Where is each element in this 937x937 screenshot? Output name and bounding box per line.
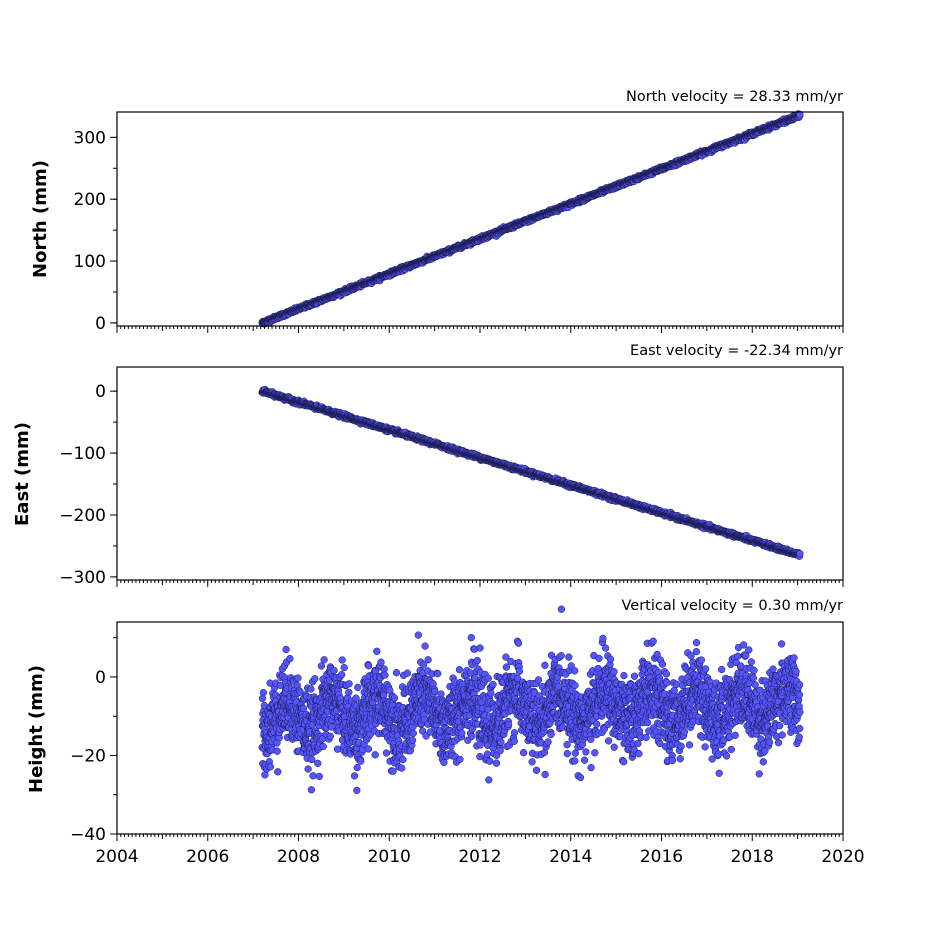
north-series — [258, 110, 804, 328]
east-y-axis-label: East (mm) — [12, 422, 33, 526]
north-y-tick-label: 100 — [74, 252, 106, 272]
north-velocity-title: North velocity = 28.33 mm/yr — [626, 89, 843, 105]
north-y-axis-label: North (mm) — [30, 160, 51, 278]
north-y-tick-label: 200 — [74, 190, 106, 210]
north-axes: 0 100 200 300 — [74, 128, 844, 334]
north-y-tick-label: 300 — [74, 128, 106, 148]
north-y-tick-label: 0 — [95, 314, 106, 334]
east-panel: East velocity = -22.34 mm/yr East (mm) 0… — [12, 343, 844, 588]
east-series — [258, 385, 804, 560]
north-panel: North velocity = 28.33 mm/yr North (mm) … — [30, 89, 844, 334]
east-velocity-title: East velocity = -22.34 mm/yr — [630, 343, 843, 359]
